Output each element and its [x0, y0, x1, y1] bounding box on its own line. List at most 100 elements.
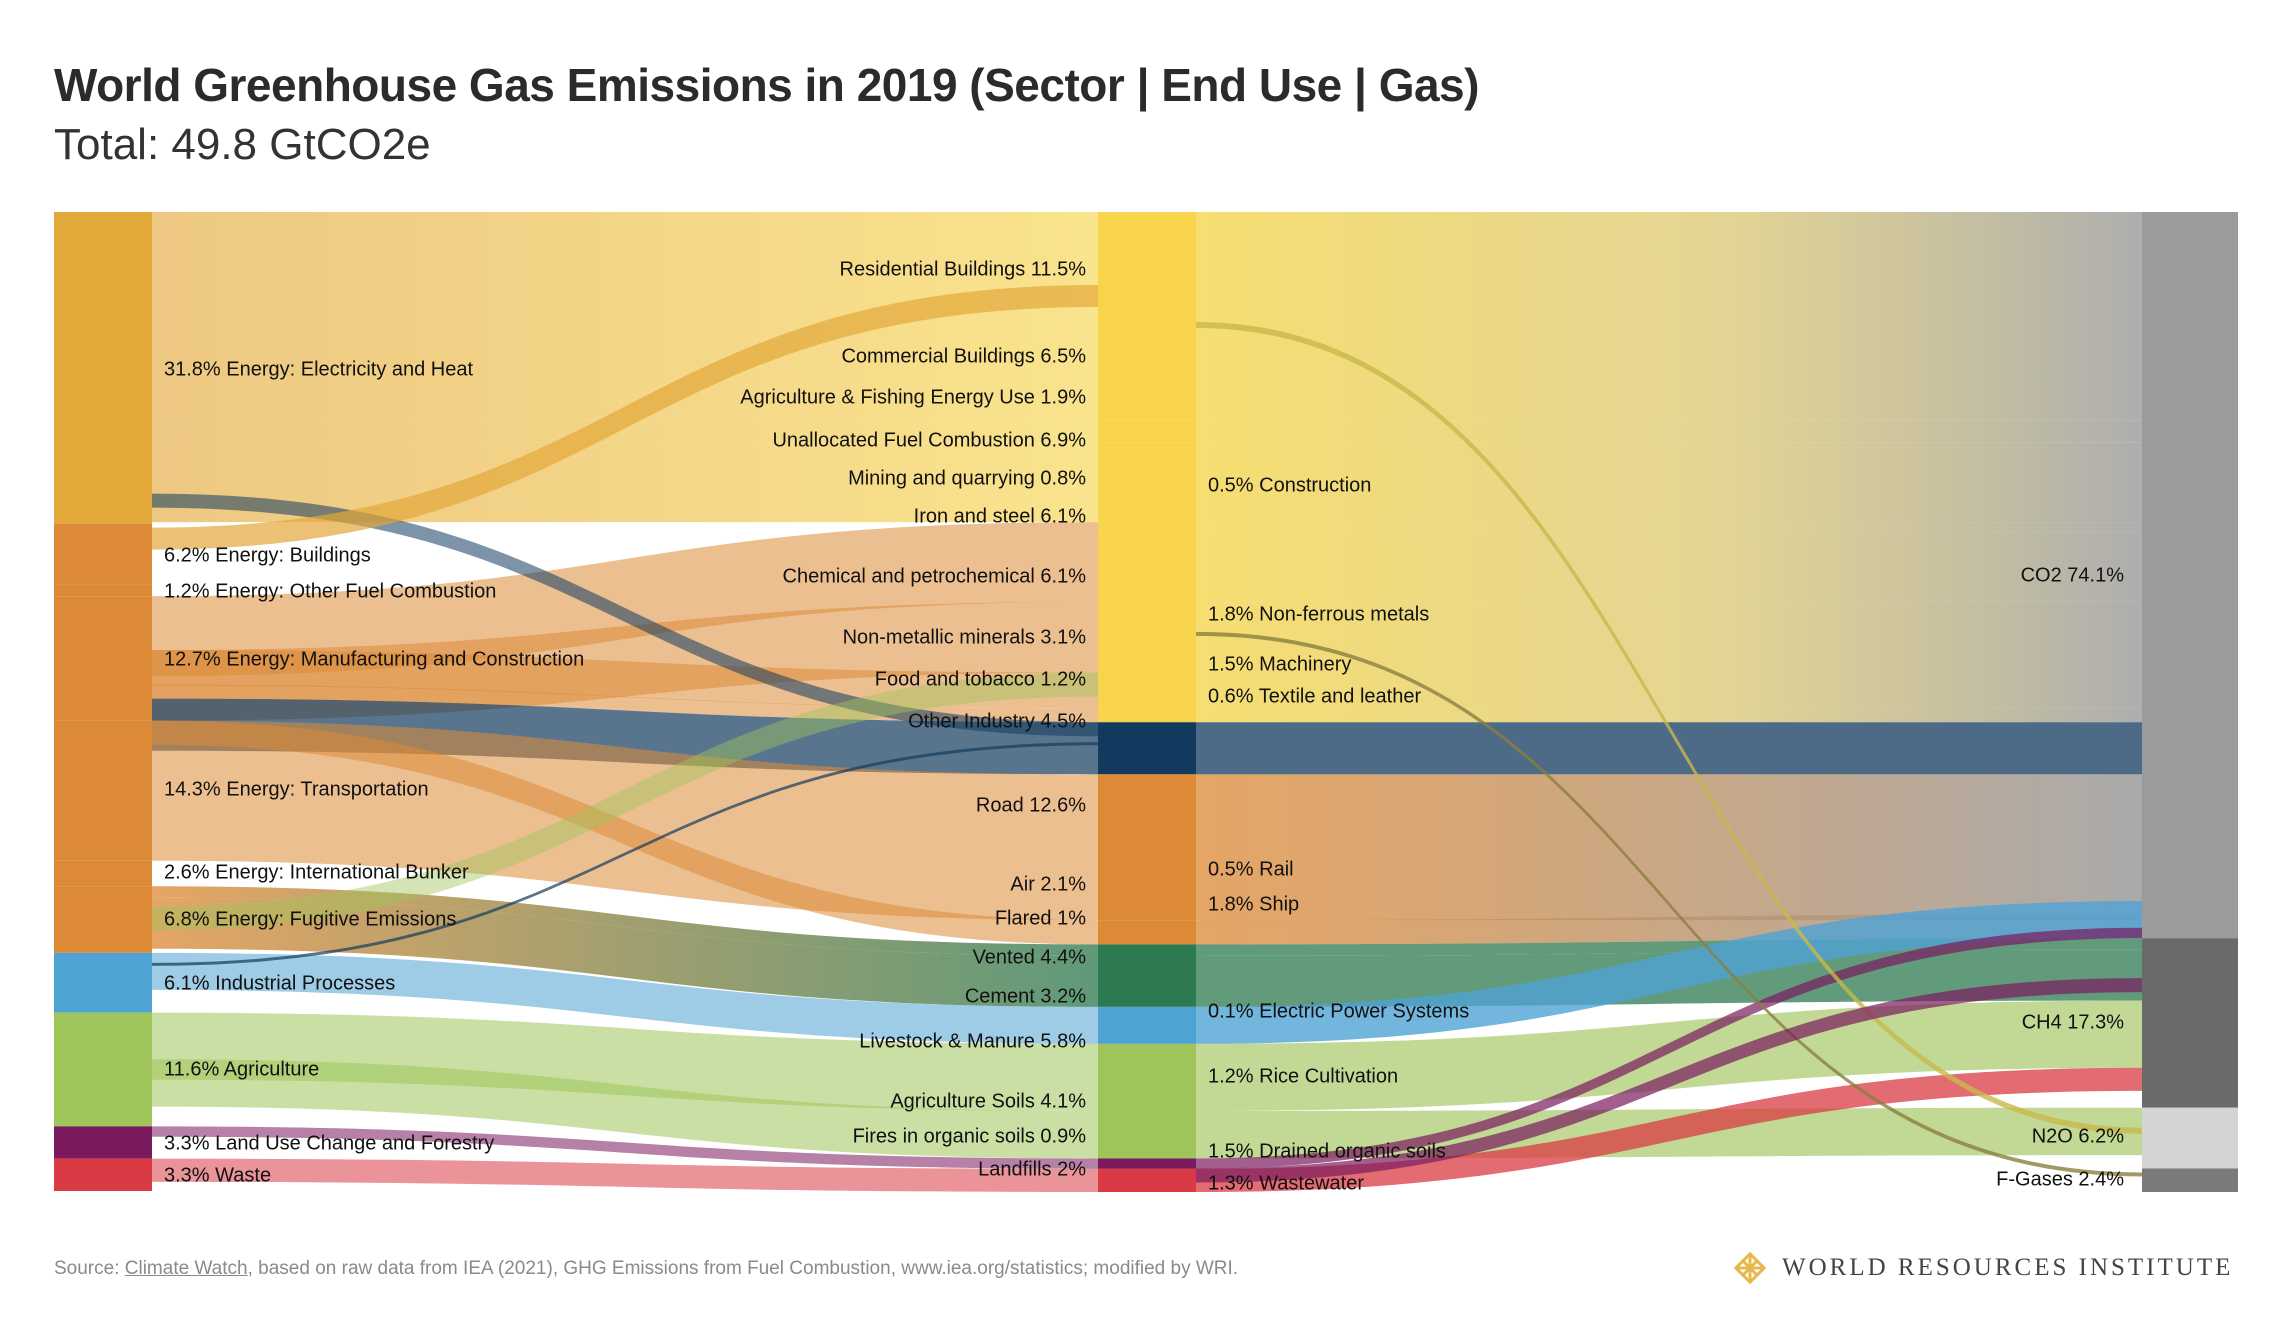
end-use-node-chemical-and-petrochemical-6-1[interactable] — [1098, 601, 1196, 673]
end-use-label-commercial-buildings-6-5: Commercial Buildings 6.5% — [841, 345, 1086, 367]
end-use-right-label-1-8-non-ferrous-metals: 1.8% Non-ferrous metals — [1208, 603, 1429, 625]
flow-out-cement-3-2 — [1196, 901, 2142, 1044]
node-layer — [54, 212, 2238, 1192]
end-use-label-mining-and-quarrying-0-8: Mining and quarrying 0.8% — [848, 467, 1086, 489]
flow-commercial-buildings-6-5 — [152, 345, 1098, 421]
flow-electricity-to-other-industry — [152, 493, 1098, 737]
flow-agriculture-fishing-energy-use-1-9 — [152, 420, 1098, 443]
end-use-node-livestock-manure-5-8[interactable] — [1098, 1043, 1196, 1112]
end-use-node-fires-in-organic-soils-0-9[interactable] — [1098, 1158, 1196, 1169]
end-use-right-label-0-5-rail: 0.5% Rail — [1208, 858, 1294, 880]
sector-node-1-2-energy-other-fuel-combustion[interactable] — [54, 584, 152, 597]
end-use-node-road-12-6[interactable] — [1098, 774, 1196, 921]
flow-out-other-industry-4-5 — [1196, 722, 2142, 775]
flow-strand-fgas — [1196, 631, 2142, 1177]
end-use-node-cement-3-2[interactable] — [1098, 1006, 1196, 1044]
sector-node-12-7-energy-manufacturing-and-construction[interactable] — [54, 596, 152, 721]
gas-node-co2-74-1[interactable] — [2142, 212, 2238, 939]
flow-out-agriculture-fishing-energy-use-1-9 — [1196, 420, 2142, 443]
flow-vented-4-4 — [152, 897, 1098, 1007]
flow-agriculture-soils-4-1 — [152, 1059, 1098, 1159]
wri-logo[interactable]: WORLD RESOURCES INSTITUTE — [1732, 1250, 2233, 1286]
flow-cement-3-2 — [152, 952, 1098, 1044]
gas-node-ch4-17-3[interactable] — [2142, 938, 2238, 1108]
gas-label-ch4-17-3: CH4 17.3% — [2022, 1011, 2124, 1033]
end-use-label-non-metallic-minerals-3-1: Non-metallic minerals 3.1% — [843, 626, 1087, 648]
flow-out-non-metallic-minerals-3-1 — [1196, 672, 2142, 709]
sector-node-2-6-energy-international-bunker[interactable] — [54, 860, 152, 887]
end-use-right-label-1-5-machinery: 1.5% Machinery — [1208, 653, 1351, 675]
end-use-node-other-industry-4-5[interactable] — [1098, 722, 1196, 775]
end-use-label-landfills-2: Landfills 2% — [978, 1158, 1086, 1180]
end-use-node-agriculture-fishing-energy-use-1-9[interactable] — [1098, 420, 1196, 443]
end-use-label-road-12-6: Road 12.6% — [976, 794, 1086, 816]
source-link[interactable]: Climate Watch — [124, 1258, 248, 1279]
flow-landfills-2 — [152, 1158, 1098, 1192]
end-use-label-air-2-1: Air 2.1% — [1010, 873, 1086, 895]
sector-node-11-6-agriculture[interactable] — [54, 1012, 152, 1127]
flow-iron-and-steel-6-1 — [152, 531, 1098, 676]
flow-out-residential-buildings-11-5 — [1196, 212, 2142, 346]
end-use-label-cement-3-2: Cement 3.2% — [965, 985, 1086, 1007]
flow-layer — [152, 212, 2142, 1192]
sector-node-31-8-energy-electricity-and-heat[interactable] — [54, 212, 152, 524]
end-use-node-air-2-1[interactable] — [1098, 920, 1196, 945]
label-layer: 31.8% Energy: Electricity and Heat 6.2% E… — [164, 258, 2124, 1194]
end-use-node-non-metallic-minerals-3-1[interactable] — [1098, 672, 1196, 709]
flow-out-food-and-tobacco-1-2 — [1196, 708, 2142, 723]
sector-node-14-3-energy-transportation[interactable] — [54, 720, 152, 861]
end-use-label-chemical-and-petrochemical-6-1: Chemical and petrochemical 6.1% — [783, 565, 1087, 587]
end-use-label-agriculture-fishing-energy-use-1-9: Agriculture & Fishing Energy Use 1.9% — [740, 386, 1086, 408]
end-use-node-iron-and-steel-6-1[interactable] — [1098, 531, 1196, 602]
end-use-node-vented-4-4[interactable] — [1098, 955, 1196, 1007]
end-use-node-agriculture-soils-4-1[interactable] — [1098, 1111, 1196, 1159]
flow-out-road-12-6 — [1196, 774, 2142, 921]
flow-out-iron-and-steel-6-1 — [1196, 531, 2142, 602]
end-use-label-other-industry-4-5: Other Industry 4.5% — [908, 710, 1086, 732]
sector-node-3-3-land-use-change-and-forestry[interactable] — [54, 1126, 152, 1159]
gas-label-n2o-6-2: N2O 6.2% — [2032, 1125, 2124, 1147]
source-note: Source: Climate Watch, based on raw data… — [54, 1258, 1238, 1280]
flow-buildings-to-residential — [152, 285, 1098, 550]
flow-livestock-manure-5-8 — [152, 1012, 1098, 1112]
end-use-node-mining-and-quarrying-0-8[interactable] — [1098, 522, 1196, 532]
sector-node-6-1-industrial-processes[interactable] — [54, 952, 152, 1013]
end-use-right-label-0-6-textile-and-leather: 0.6% Textile and leather — [1208, 685, 1421, 707]
end-use-label-unallocated-fuel-combustion-6-9: Unallocated Fuel Combustion 6.9% — [772, 429, 1086, 451]
end-use-label-livestock-manure-5-8: Livestock & Manure 5.8% — [859, 1030, 1086, 1052]
sector-node-6-8-energy-fugitive-emissions[interactable] — [54, 886, 152, 953]
sector-label-6-2-energy-buildings: 6.2% Energy: Buildings — [164, 544, 371, 566]
end-use-node-residential-buildings-11-5[interactable] — [1098, 212, 1196, 346]
flow-out-commercial-buildings-6-5 — [1196, 345, 2142, 421]
end-use-node-commercial-buildings-6-5[interactable] — [1098, 345, 1196, 421]
sector-label-6-1-industrial-processes: 6.1% Industrial Processes — [164, 972, 395, 994]
flow-out-mining-and-quarrying-0-8 — [1196, 522, 2142, 532]
end-use-right-label-0-1-electric-power-systems: 0.1% Electric Power Systems — [1208, 1000, 1469, 1022]
end-use-label-vented-4-4: Vented 4.4% — [973, 946, 1087, 968]
chart-title: World Greenhouse Gas Emissions in 2019 (… — [54, 59, 1479, 111]
logo-text: WORLD RESOURCES INSTITUTE — [1782, 1254, 2234, 1281]
end-use-right-label-1-2-rice-cultivation: 1.2% Rice Cultivation — [1208, 1065, 1398, 1087]
flow-fires-in-organic-soils-0-9 — [152, 1126, 1098, 1169]
end-use-node-flared-1[interactable] — [1098, 944, 1196, 956]
sector-label-12-7-energy-manufacturing-and-construction: 12.7% Energy: Manufacturing and Construc… — [164, 648, 584, 670]
gas-node-n2o-6-2[interactable] — [2142, 1107, 2238, 1169]
flow-industrial-to-other-industry — [152, 742, 1098, 966]
diamond-knot-icon — [1733, 1251, 1767, 1285]
end-use-node-unallocated-fuel-combustion-6-9[interactable] — [1098, 442, 1196, 523]
end-use-label-residential-buildings-11-5: Residential Buildings 11.5% — [840, 258, 1087, 280]
end-use-node-food-and-tobacco-1-2[interactable] — [1098, 708, 1196, 723]
sector-node-3-3-waste[interactable] — [54, 1158, 152, 1192]
sector-node-6-2-energy-buildings[interactable] — [54, 523, 152, 585]
flow-strand-n2o — [1196, 322, 2142, 1134]
end-use-label-iron-and-steel-6-1: Iron and steel 6.1% — [914, 505, 1087, 527]
gas-node-f-gases-2-4[interactable] — [2142, 1168, 2238, 1192]
end-use-label-fires-in-organic-soils-0-9: Fires in organic soils 0.9% — [853, 1125, 1087, 1147]
sector-label-1-2-energy-other-fuel-combustion: 1.2% Energy: Other Fuel Combustion — [164, 580, 496, 602]
flow-fugitive-to-minerals — [152, 672, 1098, 931]
end-use-right-label-1-3-wastewater: 1.3% Wastewater — [1208, 1172, 1364, 1194]
end-use-right-label-1-5-drained-organic-soils: 1.5% Drained organic soils — [1208, 1140, 1446, 1162]
end-use-node-landfills-2[interactable] — [1098, 1168, 1196, 1192]
flow-other-industry-4-5 — [152, 698, 1098, 775]
